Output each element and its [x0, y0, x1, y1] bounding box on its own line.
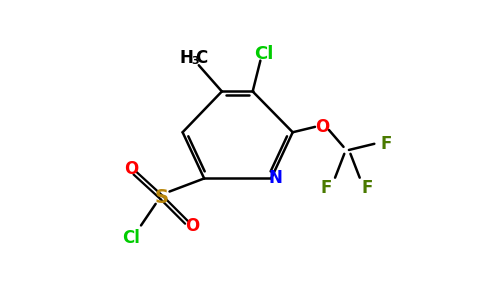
- Text: F: F: [362, 179, 373, 197]
- Text: N: N: [268, 169, 282, 188]
- Text: O: O: [185, 217, 200, 235]
- Text: S: S: [155, 188, 169, 207]
- Text: O: O: [315, 118, 329, 136]
- Text: F: F: [320, 179, 332, 197]
- Text: C: C: [195, 49, 207, 67]
- Text: Cl: Cl: [254, 46, 273, 64]
- Text: F: F: [380, 135, 392, 153]
- Text: Cl: Cl: [122, 229, 140, 247]
- Text: O: O: [124, 160, 138, 178]
- Text: 3: 3: [191, 56, 199, 66]
- Text: H: H: [180, 49, 194, 67]
